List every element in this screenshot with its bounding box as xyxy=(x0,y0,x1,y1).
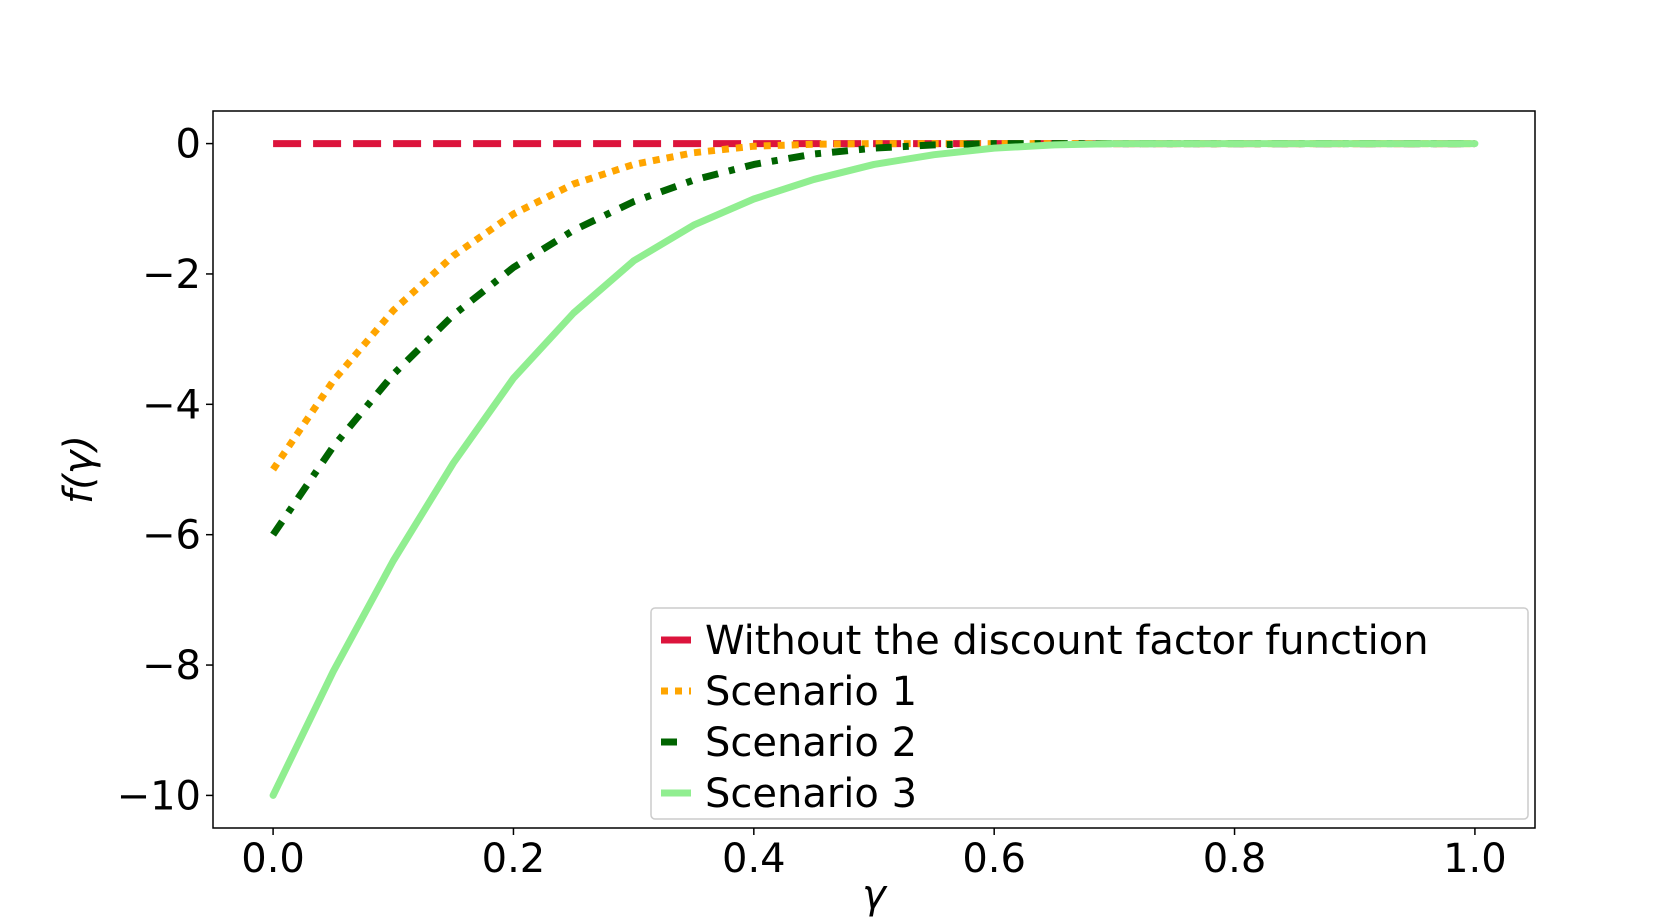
legend-label: Without the discount factor function xyxy=(705,618,1429,664)
legend-label: Scenario 3 xyxy=(705,771,917,817)
x-tick-label: 0.0 xyxy=(241,836,305,882)
legend: Without the discount factor function Scen… xyxy=(650,607,1529,820)
series-line-3 xyxy=(270,140,1475,537)
plot-lines xyxy=(269,140,1479,799)
series-line-4 xyxy=(269,140,1479,799)
x-axis-ticks: 0.0 0.2 0.4 0.6 0.8 1.0 xyxy=(241,828,1507,882)
plot-frame xyxy=(212,110,1536,829)
legend-label: Scenario 1 xyxy=(705,669,917,715)
legend-box xyxy=(650,607,1529,820)
y-axis-label: f(γ) xyxy=(56,435,102,504)
y-tick-label: −6 xyxy=(142,513,201,559)
x-tick-label: 0.6 xyxy=(962,836,1026,882)
x-tick-label: 0.8 xyxy=(1203,836,1267,882)
y-tick-label: −2 xyxy=(142,252,201,298)
x-tick-label: 0.2 xyxy=(482,836,546,882)
y-tick-label: 0 xyxy=(176,122,201,168)
y-axis-ticks: 0 −2 −4 −6 −8 −10 xyxy=(117,122,213,819)
y-tick-label: −4 xyxy=(142,382,201,428)
series-line-2 xyxy=(270,140,1475,472)
x-axis-label: γ xyxy=(862,872,888,917)
legend-label: Scenario 2 xyxy=(705,720,917,766)
y-tick-label: −10 xyxy=(117,773,201,819)
y-tick-label: −8 xyxy=(142,643,201,689)
x-tick-label: 0.4 xyxy=(722,836,786,882)
x-tick-label: 1.0 xyxy=(1443,836,1507,882)
